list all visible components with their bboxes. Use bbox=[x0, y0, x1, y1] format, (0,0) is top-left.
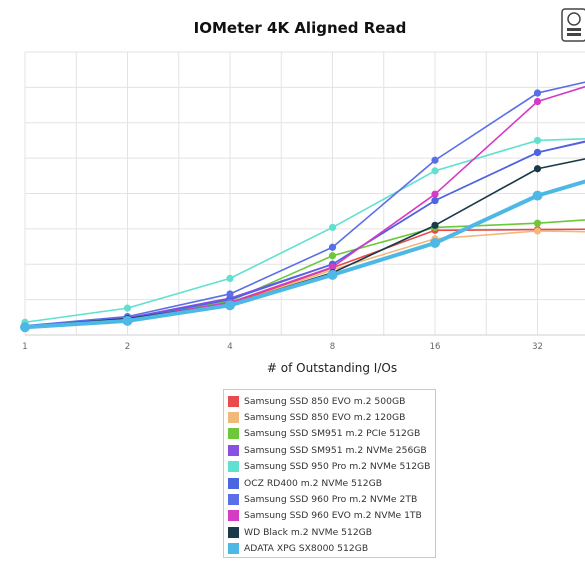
legend-label: OCZ RD400 m.2 NVMe 512GB bbox=[244, 477, 383, 489]
x-tick-labels: 1 2 4 8 16 32 bbox=[22, 342, 543, 352]
legend-label: Samsung SSD 850 EVO m.2 500GB bbox=[244, 395, 406, 407]
legend-swatch bbox=[228, 494, 239, 506]
legend-swatch bbox=[228, 526, 239, 538]
legend-item: Samsung SSD SM951 m.2 NVMe 256GB bbox=[228, 442, 435, 458]
x-axis-label: # of Outstanding I/Os bbox=[267, 361, 397, 375]
series-lines bbox=[24, 81, 585, 330]
data-point bbox=[226, 290, 234, 298]
data-point bbox=[431, 156, 439, 164]
legend-label: ADATA XPG SX8000 512GB bbox=[244, 543, 369, 555]
legend-item: OCZ RD400 m.2 NVMe 512GB bbox=[228, 475, 435, 491]
legend-item: Samsung SSD 850 EVO m.2 500GB bbox=[228, 393, 435, 409]
series-points bbox=[20, 89, 543, 333]
data-point bbox=[533, 165, 542, 173]
legend-label: Samsung SSD 950 Pro m.2 NVMe 512GB bbox=[244, 461, 431, 473]
data-point bbox=[123, 304, 132, 312]
legend-item: Samsung SSD 850 EVO m.2 120GB bbox=[228, 409, 435, 425]
legend-item: WD Black m.2 NVMe 512GB bbox=[228, 524, 435, 540]
data-point bbox=[122, 315, 133, 326]
legend-swatch bbox=[228, 461, 239, 473]
data-point bbox=[431, 190, 439, 198]
series-line bbox=[24, 81, 585, 327]
data-point bbox=[533, 227, 542, 235]
legend-swatch bbox=[228, 477, 239, 489]
legend-label: WD Black m.2 NVMe 512GB bbox=[244, 526, 373, 538]
data-point bbox=[533, 136, 542, 145]
legend-swatch bbox=[228, 395, 239, 407]
x-tick-label: 32 bbox=[532, 342, 543, 352]
legend-item: Samsung SSD 960 EVO m.2 NVMe 1TB bbox=[228, 508, 435, 524]
legend-label: Samsung SSD SM951 m.2 NVMe 256GB bbox=[244, 444, 427, 456]
legend-swatch bbox=[228, 428, 239, 440]
data-point bbox=[533, 148, 542, 157]
data-point bbox=[20, 322, 30, 333]
data-point bbox=[328, 252, 337, 260]
data-point bbox=[225, 300, 235, 311]
legend: Samsung SSD 850 EVO m.2 500GB Samsung SSD… bbox=[223, 389, 436, 558]
legend-item: Samsung SSD SM951 m.2 PCIe 512GB bbox=[228, 426, 435, 442]
legend-label: Samsung SSD 850 EVO m.2 120GB bbox=[244, 412, 406, 424]
legend-swatch bbox=[228, 444, 239, 456]
x-tick-label: 8 bbox=[330, 342, 335, 352]
x-tick-label: 2 bbox=[125, 342, 130, 352]
legend-label: Samsung SSD 960 EVO m.2 NVMe 1TB bbox=[244, 510, 422, 522]
x-tick-label: 4 bbox=[227, 342, 232, 352]
legend-label: Samsung SSD SM951 m.2 PCIe 512GB bbox=[244, 428, 421, 440]
site-logo-icon bbox=[561, 8, 585, 42]
data-point bbox=[533, 97, 542, 106]
data-point bbox=[431, 196, 439, 205]
data-point bbox=[532, 190, 543, 201]
legend-swatch bbox=[228, 543, 239, 555]
x-tick-label: 1 bbox=[22, 342, 27, 352]
grid bbox=[24, 51, 585, 336]
series-line bbox=[24, 230, 585, 329]
data-point bbox=[327, 269, 338, 280]
chart-title: IOMeter 4K Aligned Read bbox=[194, 19, 407, 37]
data-point bbox=[328, 243, 337, 251]
series-line bbox=[24, 228, 585, 329]
data-point bbox=[430, 238, 440, 249]
series-line bbox=[24, 141, 585, 328]
data-point bbox=[431, 221, 439, 229]
x-tick-label: 16 bbox=[430, 342, 441, 352]
data-point bbox=[328, 223, 337, 232]
legend-item: ADATA XPG SX8000 512GB bbox=[228, 541, 435, 557]
legend-swatch bbox=[228, 412, 239, 424]
data-point bbox=[226, 274, 234, 282]
series-line bbox=[24, 85, 585, 329]
legend-swatch bbox=[228, 510, 239, 522]
data-point bbox=[328, 263, 337, 271]
legend-item: Samsung SSD 960 Pro m.2 NVMe 2TB bbox=[228, 491, 435, 507]
data-point bbox=[533, 219, 542, 227]
data-point bbox=[431, 167, 439, 175]
legend-item: Samsung SSD 950 Pro m.2 NVMe 512GB bbox=[228, 459, 435, 475]
data-point bbox=[533, 89, 542, 97]
legend-label: Samsung SSD 960 Pro m.2 NVMe 2TB bbox=[244, 494, 418, 506]
